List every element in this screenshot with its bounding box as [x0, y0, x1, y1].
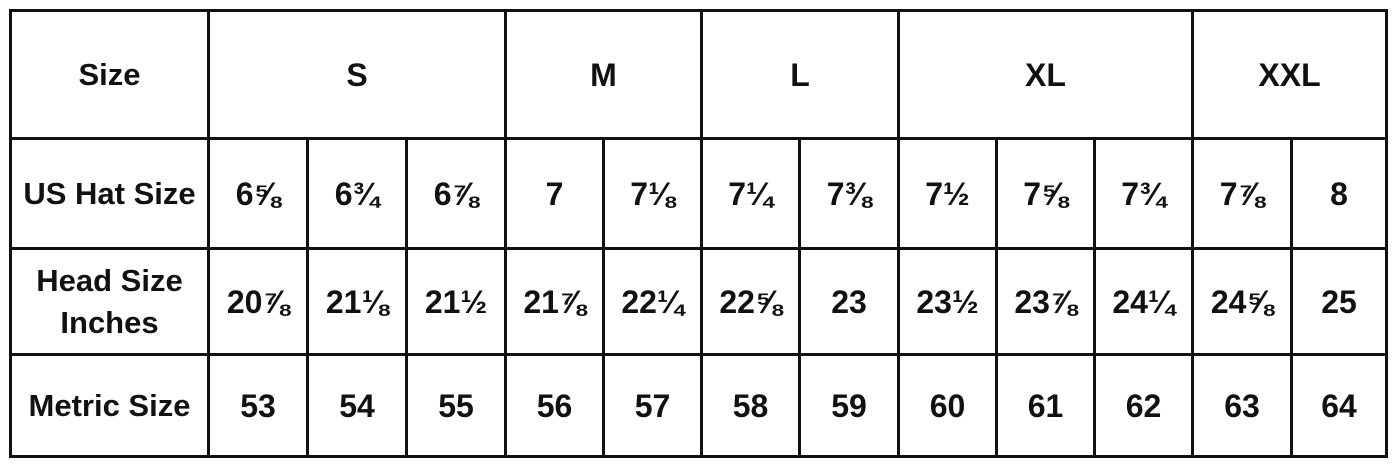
table-cell: 60: [897, 353, 998, 458]
table-cell: 63: [1191, 353, 1293, 458]
row-label: US Hat Size: [9, 137, 210, 250]
table-cell: 7⅜: [798, 137, 900, 250]
table-cell: 58: [700, 353, 801, 458]
table-cell: 7¼: [700, 137, 801, 250]
table-cell: 7⅝: [995, 137, 1096, 250]
table-cell: 64: [1290, 353, 1388, 458]
metric-size-row: Metric Size 53 54 55 56 57 58 59 60 61 62 63 64: [9, 353, 1388, 458]
table-cell: 22⅝: [700, 247, 801, 356]
head-size-inches-row: Head Size Inches 20⅞ 21⅛ 21½ 21⅞ 22¼ 22⅝ 23 23½ 2…: [9, 247, 1388, 356]
table-cell: 23⅞: [995, 247, 1096, 356]
table-cell: 6⅝: [207, 137, 309, 250]
table-cell: 6¾: [306, 137, 408, 250]
table-cell: 56: [504, 353, 605, 458]
size-header-row: Size S M L XL XXL: [9, 9, 1388, 140]
table-cell: 23: [798, 247, 900, 356]
table-cell: 20⅞: [207, 247, 309, 356]
table-cell: 21½: [405, 247, 507, 356]
size-xl: XL: [897, 9, 1194, 140]
us-hat-size-row: US Hat Size 6⅝ 6¾ 6⅞ 7 7⅛ 7¼ 7⅜ 7½ 7⅝ 7¾ 7⅞ 8: [9, 137, 1388, 250]
table-cell: 23½: [897, 247, 998, 356]
table-cell: 24¼: [1093, 247, 1194, 356]
table-cell: 7½: [897, 137, 998, 250]
table-cell: 8: [1290, 137, 1388, 250]
table-cell: 7: [504, 137, 605, 250]
table-cell: 54: [306, 353, 408, 458]
table-cell: 7¾: [1093, 137, 1194, 250]
table-cell: 22¼: [602, 247, 703, 356]
size-label: Size: [9, 9, 210, 140]
table-cell: 24⅝: [1191, 247, 1293, 356]
table-cell: 21⅛: [306, 247, 408, 356]
table-cell: 62: [1093, 353, 1194, 458]
table-cell: 25: [1290, 247, 1388, 356]
table-cell: 57: [602, 353, 703, 458]
size-l: L: [700, 9, 900, 140]
table-cell: 53: [207, 353, 309, 458]
table-cell: 21⅞: [504, 247, 605, 356]
row-label: Head Size Inches: [9, 247, 210, 356]
size-xxl: XXL: [1191, 9, 1388, 140]
hat-size-chart: Size S M L XL XXL US Hat Size 6⅝ 6¾ 6⅞ 7 7⅛ 7¼…: [9, 9, 1388, 458]
table-cell: 61: [995, 353, 1096, 458]
table-cell: 55: [405, 353, 507, 458]
table-cell: 7⅞: [1191, 137, 1293, 250]
table-cell: 6⅞: [405, 137, 507, 250]
size-s: S: [207, 9, 507, 140]
table-cell: 7⅛: [602, 137, 703, 250]
size-m: M: [504, 9, 703, 140]
table-cell: 59: [798, 353, 900, 458]
row-label: Metric Size: [9, 353, 210, 458]
